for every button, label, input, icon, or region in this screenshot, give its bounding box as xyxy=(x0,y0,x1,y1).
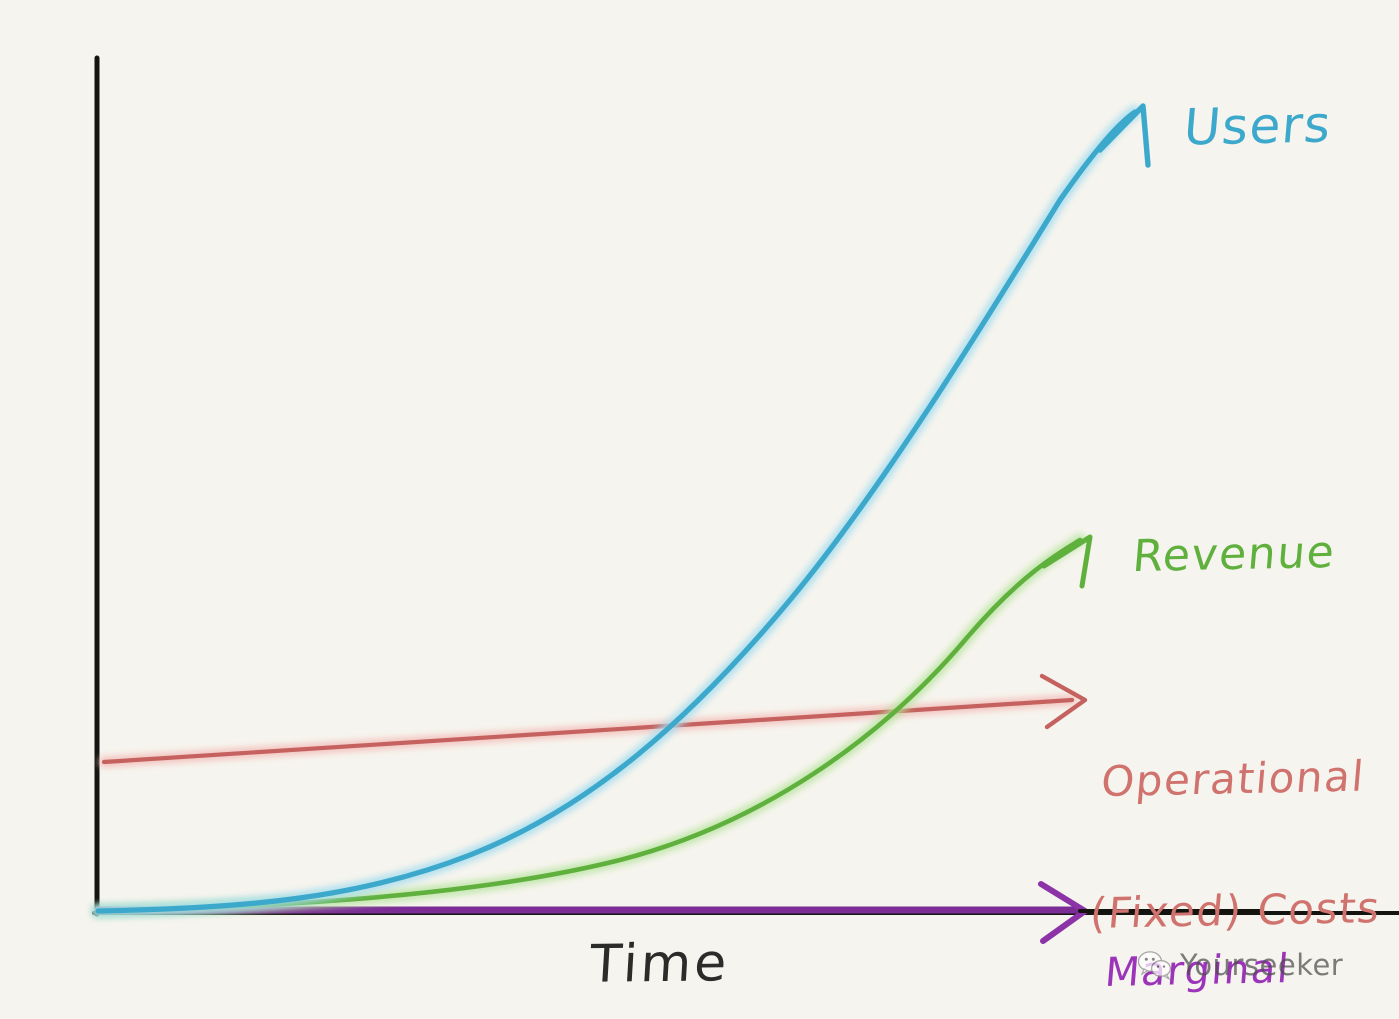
series-users xyxy=(91,103,1151,918)
wechat-icon xyxy=(1138,951,1172,980)
operational-costs-line-1: Operational xyxy=(1099,751,1367,807)
series-revenue xyxy=(91,533,1093,918)
series-operational-costs xyxy=(98,673,1088,768)
series-label-revenue[interactable]: Revenue xyxy=(1130,526,1338,583)
x-axis-label: Time xyxy=(588,933,732,995)
series-marginal-costs xyxy=(91,881,1088,944)
series-label-marginal-costs[interactable]: Marginal Costs xyxy=(1086,864,1299,1019)
watermark: Yourseeker xyxy=(1138,948,1343,982)
series-label-users[interactable]: Users xyxy=(1181,95,1335,157)
watermark-text: Yourseeker xyxy=(1180,948,1344,982)
